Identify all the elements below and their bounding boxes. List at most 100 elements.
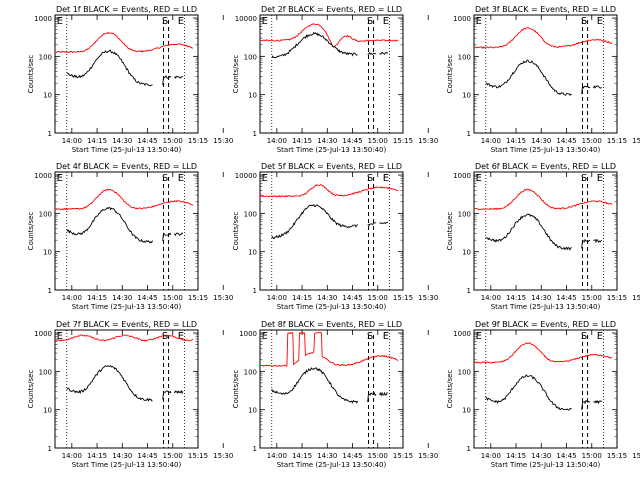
marker-s: S [367,173,373,184]
x-tick-label: 14:15 [87,452,107,460]
x-tick-label: 14:30 [112,452,132,460]
marker-e-end: E [178,173,184,184]
y-tick-label: 10 [43,249,52,257]
x-tick-label: 14:30 [531,294,551,302]
plot-frame [54,329,199,449]
panel-det-1: Det 1f BLACK = Events, RED = LLD 1 10 100 10… [27,5,233,154]
x-axis-label: Start Time (25-Jul-13 13:50:40) [491,461,601,469]
events-series-line [66,206,184,244]
y-tick-label: 1 [253,130,257,138]
y-tick-label: 10 [248,249,257,257]
y-tick-label: 100 [458,53,471,61]
x-tick-label: 15:15 [188,452,208,460]
marker-e-start: E [57,173,63,184]
x-axis-label: Start Time (25-Jul-13 13:50:40) [277,461,387,469]
x-tick-label: 14:30 [317,137,337,145]
y-tick-label: 10000 [235,172,257,180]
lld-series-line [55,334,194,342]
panel-det-6: Det 6f BLACK = Events, RED = LLD 1 10 100 10… [446,162,640,311]
y-tick-label: 1 [48,130,52,138]
plot-frame [473,14,618,134]
y-tick-label: 100 [244,53,257,61]
y-tick-label: 1000 [239,330,257,338]
events-series-line [271,31,389,59]
panel-title: Det 2f BLACK = Events, RED = LLD [261,5,402,14]
marker-e-end: E [178,331,184,342]
y-tick-label: 10 [462,92,471,100]
marker-e-end: E [383,331,389,342]
y-tick-label: 1 [48,287,52,295]
lld-series-line [55,188,194,211]
panel-title: Det 1f BLACK = Events, RED = LLD [56,5,197,14]
y-tick-label: 10 [43,407,52,415]
y-axis-label: Counts/sec [446,370,454,409]
x-tick-label: 15:15 [188,294,208,302]
x-tick-label: 14:00 [481,137,501,145]
x-axis-label: Start Time (25-Jul-13 13:50:40) [72,461,182,469]
x-tick-label: 15:15 [607,137,627,145]
x-tick-label: 15:00 [368,452,388,460]
x-tick-label: 14:30 [112,137,132,145]
x-tick-label: 14:15 [292,137,312,145]
x-tick-label: 15:00 [582,294,602,302]
marker-e-start: E [57,331,63,342]
y-tick-label: 1000 [453,15,471,23]
y-axis-label: Counts/sec [446,212,454,251]
y-tick-label: 100 [244,210,257,218]
events-series-line [271,204,388,239]
y-tick-label: 1000 [453,330,471,338]
x-tick-label: 15:15 [607,452,627,460]
marker-e-start: E [262,16,268,27]
x-tick-label: 14:00 [62,137,82,145]
plot-frame [54,14,199,134]
marker-e-start: E [476,16,482,27]
x-axis-label: Start Time (25-Jul-13 13:50:40) [277,303,387,311]
x-tick-label: 15:30 [418,294,438,302]
x-tick-label: 15:00 [368,294,388,302]
y-tick-label: 1 [467,445,471,453]
x-tick-label: 14:15 [506,294,526,302]
y-tick-label: 1000 [34,330,52,338]
marker-s: S [162,16,168,27]
y-tick-label: 1 [48,445,52,453]
marker-e-end: E [597,16,603,27]
y-tick-label: 100 [244,368,257,376]
y-tick-label: 1 [253,445,257,453]
lld-series-line [474,27,613,50]
x-tick-label: 15:15 [607,294,627,302]
y-tick-label: 100 [458,210,471,218]
y-tick-label: 10 [248,92,257,100]
events-series-line [66,49,184,87]
x-tick-label: 14:15 [292,294,312,302]
x-tick-label: 15:30 [213,137,233,145]
x-tick-label: 14:30 [317,452,337,460]
marker-e-start: E [57,16,63,27]
y-tick-label: 100 [458,368,471,376]
y-tick-label: 10000 [235,15,257,23]
panel-det-8: Det 8f BLACK = Events, RED = LLD 1 10 100 10… [232,320,438,469]
panel-det-5: Det 5f BLACK = Events, RED = LLD 1 10 100 10… [232,162,438,311]
y-axis-label: Counts/sec [232,370,240,409]
events-series-line [485,59,602,96]
marker-e-start: E [476,173,482,184]
x-tick-label: 14:45 [137,137,157,145]
y-tick-label: 1 [467,130,471,138]
x-tick-label: 14:00 [481,452,501,460]
y-tick-label: 10 [248,407,257,415]
x-tick-label: 15:30 [632,137,640,145]
y-axis-label: Counts/sec [27,212,35,251]
x-tick-label: 14:15 [292,452,312,460]
x-tick-label: 14:15 [87,137,107,145]
panel-det-3: Det 3f BLACK = Events, RED = LLD 1 10 100 10… [446,5,640,154]
plot-frame [259,329,404,449]
marker-e-end: E [383,16,389,27]
y-tick-label: 1000 [34,15,52,23]
x-tick-label: 15:00 [368,137,388,145]
marker-s: S [367,331,373,342]
panel-det-9: Det 9f BLACK = Events, RED = LLD 1 10 100 10… [446,320,640,469]
y-axis-label: Counts/sec [446,55,454,94]
marker-s: S [162,173,168,184]
panel-det-2: Det 2f BLACK = Events, RED = LLD 1 10 100 10… [232,5,438,154]
x-axis-label: Start Time (25-Jul-13 13:50:40) [491,146,601,154]
